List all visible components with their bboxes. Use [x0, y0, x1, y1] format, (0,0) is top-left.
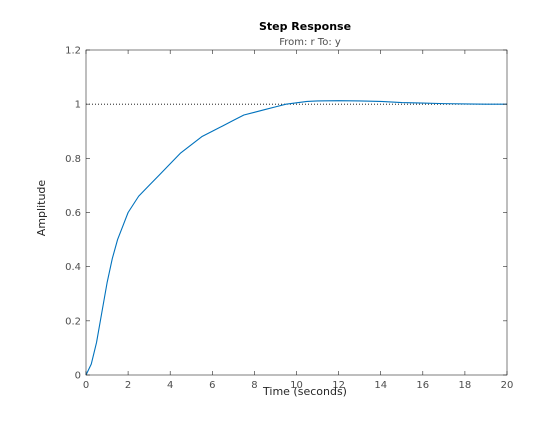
- y-tick-label: 0.8: [65, 154, 81, 165]
- x-tick-label: 10: [290, 380, 303, 391]
- y-tick-label: 0.2: [65, 316, 81, 327]
- y-axis-label: Amplitude: [35, 180, 48, 237]
- x-tick-label: 8: [251, 380, 257, 391]
- x-tick-label: 2: [125, 380, 131, 391]
- y-tick-label: 0: [75, 371, 81, 382]
- x-tick-label: 12: [332, 380, 345, 391]
- x-axis-label: Time (seconds): [262, 385, 347, 398]
- y-tick-label: 0.4: [65, 262, 81, 273]
- x-ticks: 0 2 4 6 8 10 12 14 16 18 20: [83, 50, 514, 391]
- x-tick-label: 20: [501, 380, 514, 391]
- y-tick-label: 1.2: [65, 46, 81, 57]
- x-tick-label: 18: [459, 380, 472, 391]
- y-tick-label: 1: [75, 100, 81, 111]
- y-ticks: 0 0.2 0.4 0.6 0.8 1 1.2: [65, 46, 507, 382]
- series-layer: [85, 100, 507, 376]
- x-tick-label: 16: [416, 380, 429, 391]
- step-response-line: [85, 100, 507, 376]
- x-tick-label: 14: [374, 380, 387, 391]
- chart-subtitle: From: r To: y: [279, 37, 341, 48]
- x-tick-label: 6: [209, 380, 215, 391]
- y-tick-label: 0.6: [65, 208, 81, 219]
- x-tick-label: 4: [167, 380, 173, 391]
- x-tick-label: 0: [83, 380, 89, 391]
- chart-title: Step Response: [259, 20, 351, 33]
- plot-background: [86, 50, 507, 375]
